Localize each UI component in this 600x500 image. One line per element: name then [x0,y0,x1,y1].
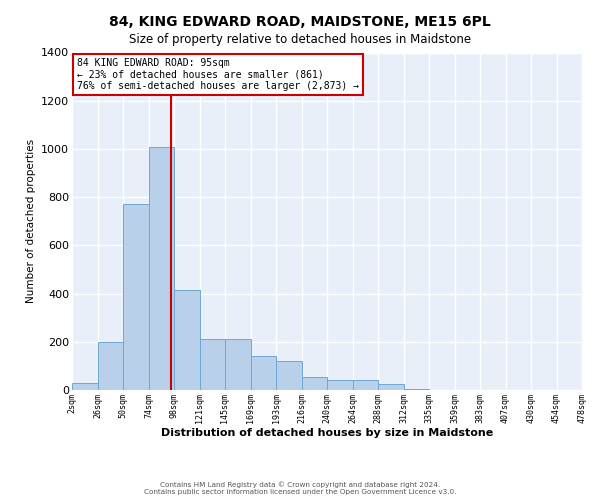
Bar [404,389,429,390]
Bar [123,204,149,390]
Text: 84 KING EDWARD ROAD: 95sqm
← 23% of detached houses are smaller (861)
76% of sem: 84 KING EDWARD ROAD: 95sqm ← 23% of deta… [77,58,359,91]
Bar [199,340,225,390]
Bar [251,356,276,390]
Bar [97,342,123,390]
Bar [276,361,302,390]
Bar [149,146,174,390]
Bar [378,384,404,390]
Bar [174,290,199,390]
Bar [302,376,327,390]
Bar [72,383,97,390]
Bar [225,340,251,390]
Text: Size of property relative to detached houses in Maidstone: Size of property relative to detached ho… [129,32,471,46]
Y-axis label: Number of detached properties: Number of detached properties [26,139,35,304]
X-axis label: Distribution of detached houses by size in Maidstone: Distribution of detached houses by size … [161,428,493,438]
Text: 84, KING EDWARD ROAD, MAIDSTONE, ME15 6PL: 84, KING EDWARD ROAD, MAIDSTONE, ME15 6P… [109,15,491,29]
Bar [353,380,378,390]
Bar [327,380,353,390]
Text: Contains HM Land Registry data © Crown copyright and database right 2024.
Contai: Contains HM Land Registry data © Crown c… [144,482,456,495]
